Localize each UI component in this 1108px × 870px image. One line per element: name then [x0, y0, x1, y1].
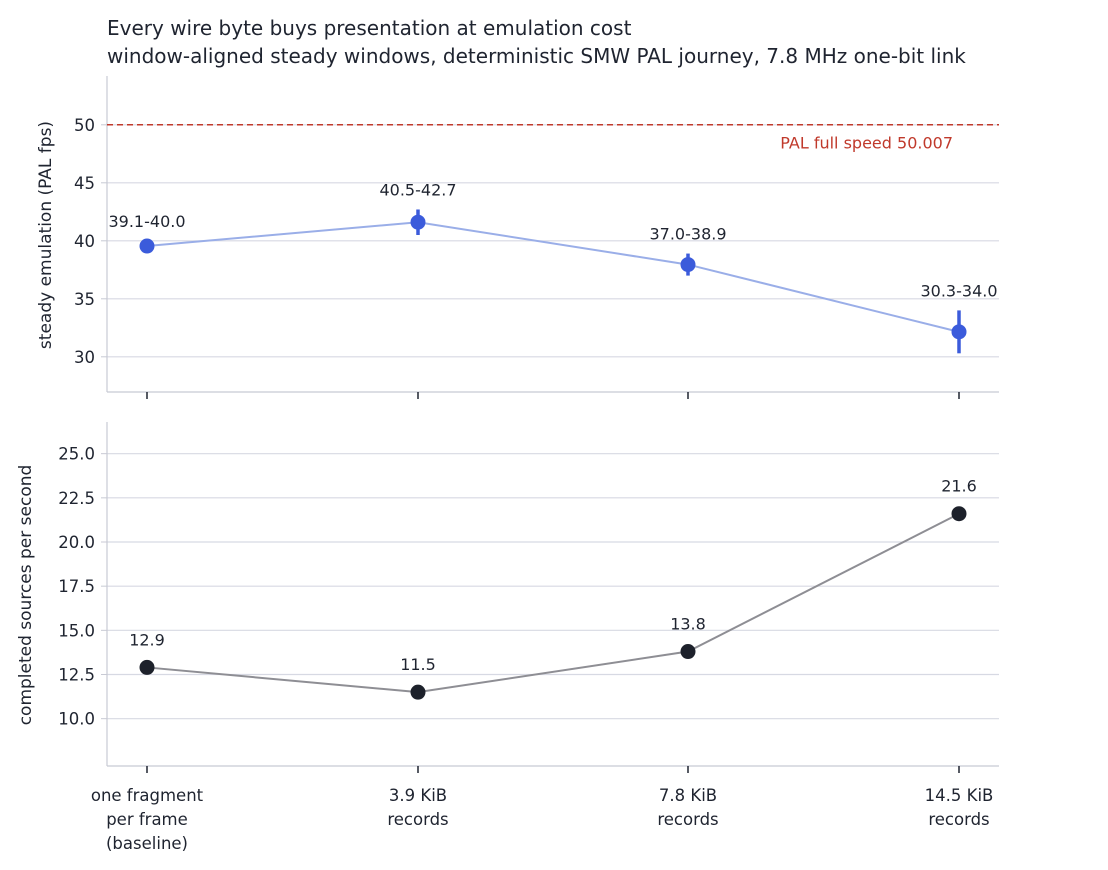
y-tick-label: 35: [74, 290, 95, 309]
y-axis-label: completed sources per second: [16, 465, 36, 726]
data-label: 40.5-42.7: [379, 180, 456, 199]
bottom-panel: 10.0 12.5 15.0 17.5 20.0 22.5 25.0 completed so…: [16, 422, 999, 853]
data-point: [680, 644, 696, 660]
top-panel: 30 35 40 45 50 steady emulation (PAL fps) PAL …: [36, 76, 999, 399]
y-tick-label: 15.0: [58, 621, 95, 640]
data-point: [951, 506, 967, 522]
data-label: 21.6: [941, 477, 977, 496]
y-tick-label: 45: [74, 174, 95, 193]
y-tick-label: 30: [74, 348, 95, 367]
chart-title: Every wire byte buys presentation at emu…: [107, 16, 632, 40]
y-tick-label: 20.0: [58, 533, 95, 552]
y-tick-label: 10.0: [58, 710, 95, 729]
data-point: [410, 684, 426, 700]
x-tick-label: 3.9 KiB records: [387, 786, 448, 829]
y-tick-label: 17.5: [58, 577, 95, 596]
data-point: [410, 214, 426, 230]
x-tick-label: one fragment per frame (baseline): [91, 786, 204, 853]
y-tick-label: 25.0: [58, 445, 95, 464]
data-point: [139, 659, 155, 675]
data-label: 39.1-40.0: [108, 212, 185, 231]
data-label: 12.9: [129, 630, 165, 649]
data-label: 37.0-38.9: [649, 225, 726, 244]
data-label: 13.8: [670, 615, 706, 634]
x-tick-label: 14.5 KiB records: [925, 786, 994, 829]
x-tick-label: 7.8 KiB records: [657, 786, 718, 829]
data-point: [951, 324, 967, 340]
data-point: [139, 238, 155, 254]
y-tick-label: 40: [74, 232, 95, 251]
y-tick-label: 22.5: [58, 489, 95, 508]
y-tick-label: 50: [74, 116, 95, 135]
reference-line-label: PAL full speed 50.007: [780, 134, 953, 153]
data-point: [680, 257, 696, 273]
chart-subtitle: window-aligned steady windows, determini…: [107, 44, 966, 68]
series-line: [146, 512, 960, 694]
y-tick-label: 12.5: [58, 666, 95, 685]
data-label: 30.3-34.0: [920, 281, 997, 300]
data-label: 11.5: [400, 655, 436, 674]
series-line: [146, 221, 960, 333]
y-axis-label: steady emulation (PAL fps): [36, 121, 56, 349]
